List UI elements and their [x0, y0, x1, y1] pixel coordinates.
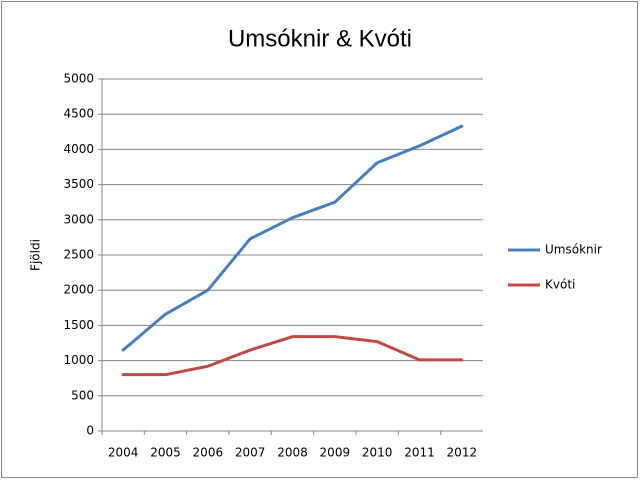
- legend-label: Umsóknir: [545, 243, 602, 257]
- y-tick-label: 5000: [63, 72, 94, 86]
- y-tick-label: 4500: [63, 107, 94, 121]
- y-tick-label: 3500: [63, 177, 94, 191]
- x-tick-label: 2006: [193, 446, 224, 460]
- x-tick-label: 2004: [108, 446, 139, 460]
- x-tick-label: 2008: [277, 446, 308, 460]
- series-line: [121, 335, 464, 377]
- series-line: [121, 124, 464, 352]
- y-tick-label: 3000: [63, 212, 94, 226]
- y-tick-label: 1500: [63, 318, 94, 332]
- x-tick-label: 2010: [362, 446, 393, 460]
- chart-title: Umsóknir & Kvóti: [228, 25, 412, 52]
- x-tick-label: 2011: [404, 446, 435, 460]
- legend-label: Kvóti: [545, 278, 575, 292]
- y-tick-label: 2000: [63, 283, 94, 297]
- x-tick-label: 2012: [447, 446, 478, 460]
- y-tick-label: 4000: [63, 142, 94, 156]
- y-tick-label: 0: [86, 424, 94, 438]
- x-tick-label: 2009: [320, 446, 351, 460]
- y-tick-label: 1000: [63, 353, 94, 367]
- x-tick-label: 2005: [150, 446, 181, 460]
- x-tick-label: 2007: [235, 446, 266, 460]
- y-tick-label: 500: [71, 388, 94, 402]
- y-tick-label: 2500: [63, 248, 94, 262]
- y-axis-label: Fjöldi: [29, 239, 43, 271]
